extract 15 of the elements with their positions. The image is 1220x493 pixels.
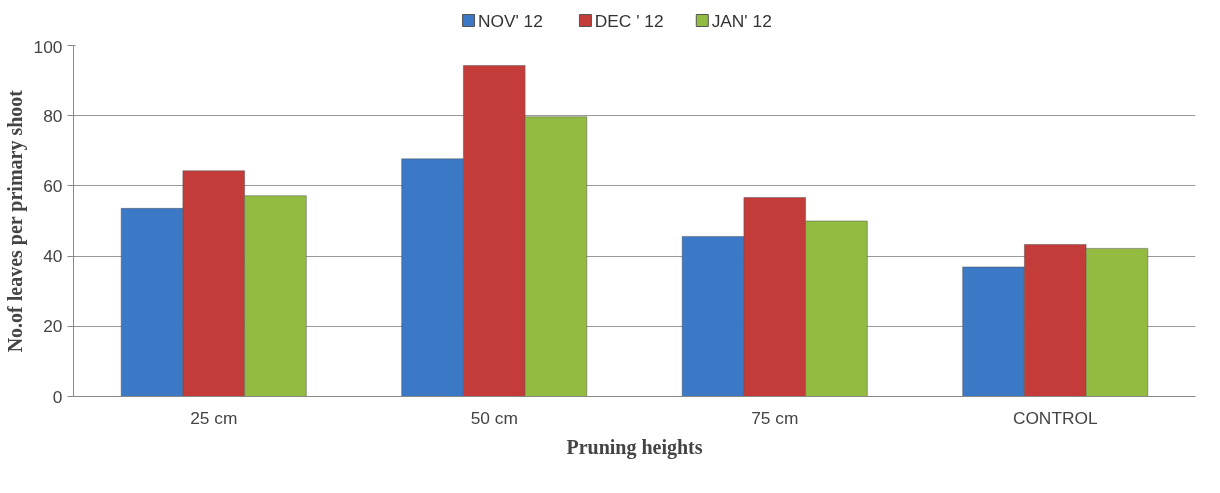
x-axis-title: Pruning heights [566, 435, 703, 459]
y-tick-label: 40 [43, 246, 63, 267]
y-axis-title: No.of leaves per primary shoot [3, 89, 27, 353]
x-tick-label: 50 cm [470, 407, 518, 428]
legend-label: DEC ' 12 [594, 10, 664, 31]
legend-label: JAN' 12 [711, 10, 772, 31]
x-tick-label: 25 cm [190, 407, 238, 428]
y-tick-label: 100 [33, 36, 63, 57]
y-tick-label: 20 [43, 316, 63, 337]
x-tick-label: 75 cm [751, 407, 799, 428]
y-tick-label: 0 [52, 386, 63, 407]
legend-label: NOV' 12 [477, 10, 543, 31]
y-tick-label: 80 [43, 105, 63, 126]
y-tick-label: 60 [43, 175, 63, 196]
x-tick-label: CONTROL [1012, 407, 1098, 428]
